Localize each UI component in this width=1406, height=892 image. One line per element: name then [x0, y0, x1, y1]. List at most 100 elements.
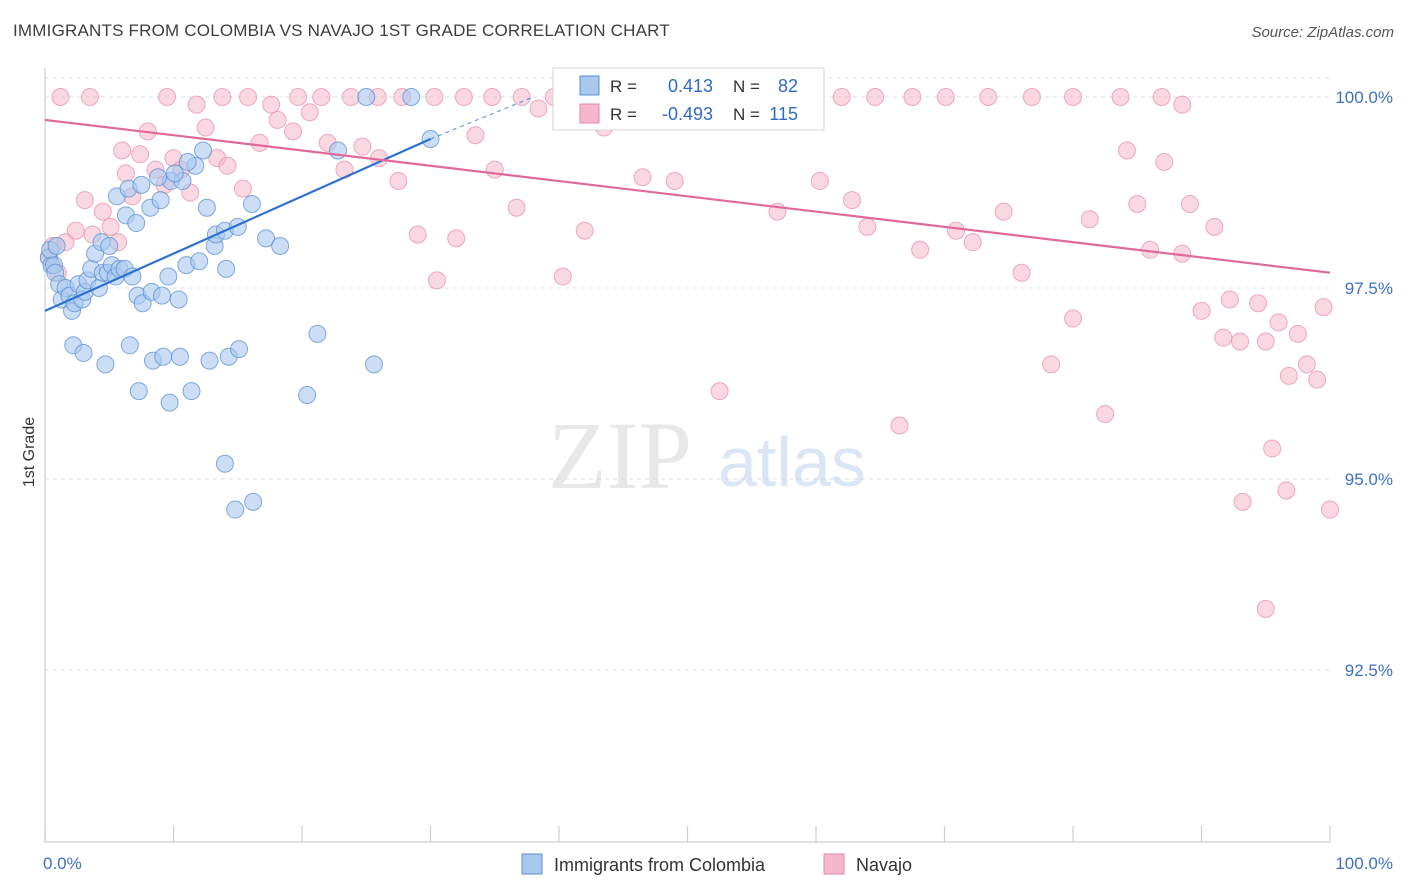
- navajo-point: [408, 225, 427, 244]
- navajo-point: [1263, 439, 1282, 458]
- navajo-point: [1220, 290, 1239, 309]
- colombia-point: [178, 152, 197, 171]
- navajo-point: [575, 221, 594, 240]
- colombia-point: [100, 236, 119, 255]
- colombia-point: [165, 164, 184, 183]
- stats-n-label-navajo: N =: [733, 105, 760, 124]
- colombia-point: [364, 355, 383, 374]
- navajo-point: [1277, 481, 1296, 500]
- navajo-point: [466, 126, 485, 145]
- stats-swatch-colombia: [579, 75, 600, 96]
- watermark-zip: ZIP: [548, 402, 692, 509]
- navajo-point: [113, 141, 132, 160]
- colombia-point: [197, 198, 216, 217]
- colombia-point: [217, 259, 236, 278]
- colombia-point: [182, 382, 201, 401]
- navajo-point: [911, 240, 930, 259]
- navajo-point: [196, 118, 215, 137]
- colombia-point: [298, 385, 317, 404]
- navajo-point: [93, 202, 112, 221]
- navajo-point: [389, 172, 408, 191]
- colombia-point: [257, 229, 276, 248]
- navajo-point: [936, 88, 955, 106]
- navajo-point: [131, 145, 150, 164]
- y-tick-label: 95.0%: [1345, 470, 1393, 489]
- navajo-point: [1064, 309, 1082, 328]
- colombia-point: [149, 168, 168, 187]
- navajo-point: [1233, 492, 1252, 511]
- navajo-point: [250, 133, 269, 152]
- colombia-point: [226, 500, 245, 519]
- colombia-point: [170, 347, 189, 366]
- navajo-point: [1173, 95, 1192, 114]
- colombia-point: [200, 351, 219, 370]
- colombia-point: [154, 347, 173, 366]
- navajo-point: [1192, 301, 1211, 320]
- navajo-point: [300, 103, 319, 122]
- legend-label-colombia: Immigrants from Colombia: [554, 855, 766, 875]
- navajo-point: [1231, 332, 1250, 351]
- x-tick-label: 0.0%: [43, 854, 82, 873]
- y-tick-label: 100.0%: [1335, 88, 1393, 107]
- grid: [45, 77, 1330, 671]
- colombia-point: [230, 340, 249, 359]
- navajo-point: [66, 221, 85, 240]
- navajo-point: [341, 88, 360, 106]
- colombia-point: [96, 355, 115, 374]
- navajo-point: [1205, 217, 1224, 236]
- colombia-point: [152, 286, 171, 305]
- navajo-point: [1012, 263, 1031, 282]
- stats-r-value-navajo: -0.493: [662, 104, 713, 124]
- watermark-atlas: atlas: [718, 423, 866, 501]
- watermark: ZIP atlas: [548, 402, 866, 509]
- navajo-point: [213, 88, 232, 106]
- colombia-point: [190, 252, 209, 271]
- navajo-point: [633, 168, 652, 187]
- colombia-point: [151, 191, 170, 210]
- navajo-point: [1117, 141, 1136, 160]
- colombia-point: [160, 393, 179, 412]
- legend-label-navajo: Navajo: [856, 855, 912, 875]
- navajo-point: [903, 88, 922, 106]
- navajo-point: [529, 99, 548, 118]
- colombia-point: [357, 88, 376, 106]
- navajo-point: [233, 179, 252, 198]
- colombia-point: [129, 382, 148, 401]
- navajo-point: [51, 88, 70, 106]
- legend-swatch-navajo: [823, 853, 845, 875]
- trend-lines: [44, 96, 1331, 312]
- legend-swatch-colombia: [521, 853, 543, 875]
- navajo-point: [1022, 88, 1041, 106]
- navajo-point: [1180, 194, 1199, 213]
- chart-source: Source: ZipAtlas.com: [1251, 24, 1394, 41]
- colombia-point: [271, 236, 290, 255]
- navajo-point: [1249, 294, 1268, 313]
- navajo-point: [1096, 405, 1115, 424]
- stats-n-label-colombia: N =: [733, 77, 760, 96]
- navajo-point: [842, 191, 861, 210]
- navajo-trend-line: [44, 118, 1331, 274]
- stats-n-value-navajo: 115: [769, 104, 798, 124]
- navajo-point: [890, 416, 909, 435]
- x-tick-label: 100.0%: [1335, 854, 1393, 873]
- navajo-point: [1288, 324, 1307, 343]
- navajo-point: [1214, 328, 1233, 347]
- navajo-point: [1155, 152, 1174, 171]
- navajo-point: [1064, 88, 1082, 106]
- navajo-point: [1297, 355, 1316, 374]
- navajo-point: [1314, 298, 1333, 317]
- navajo-point: [947, 221, 966, 240]
- colombia-point: [127, 214, 146, 233]
- navajo-point: [1111, 88, 1130, 106]
- navajo-point: [858, 217, 877, 236]
- colombia-point: [123, 267, 142, 286]
- navajo-point: [1152, 88, 1171, 106]
- navajo-point: [963, 233, 982, 252]
- navajo-point: [810, 172, 829, 191]
- legend: Immigrants from Colombia Navajo: [521, 853, 912, 875]
- navajo-point: [268, 110, 287, 129]
- stats-n-value-colombia: 82: [778, 76, 798, 96]
- y-tick-label: 92.5%: [1345, 661, 1393, 680]
- navajo-point: [101, 217, 120, 236]
- navajo-point: [427, 271, 446, 290]
